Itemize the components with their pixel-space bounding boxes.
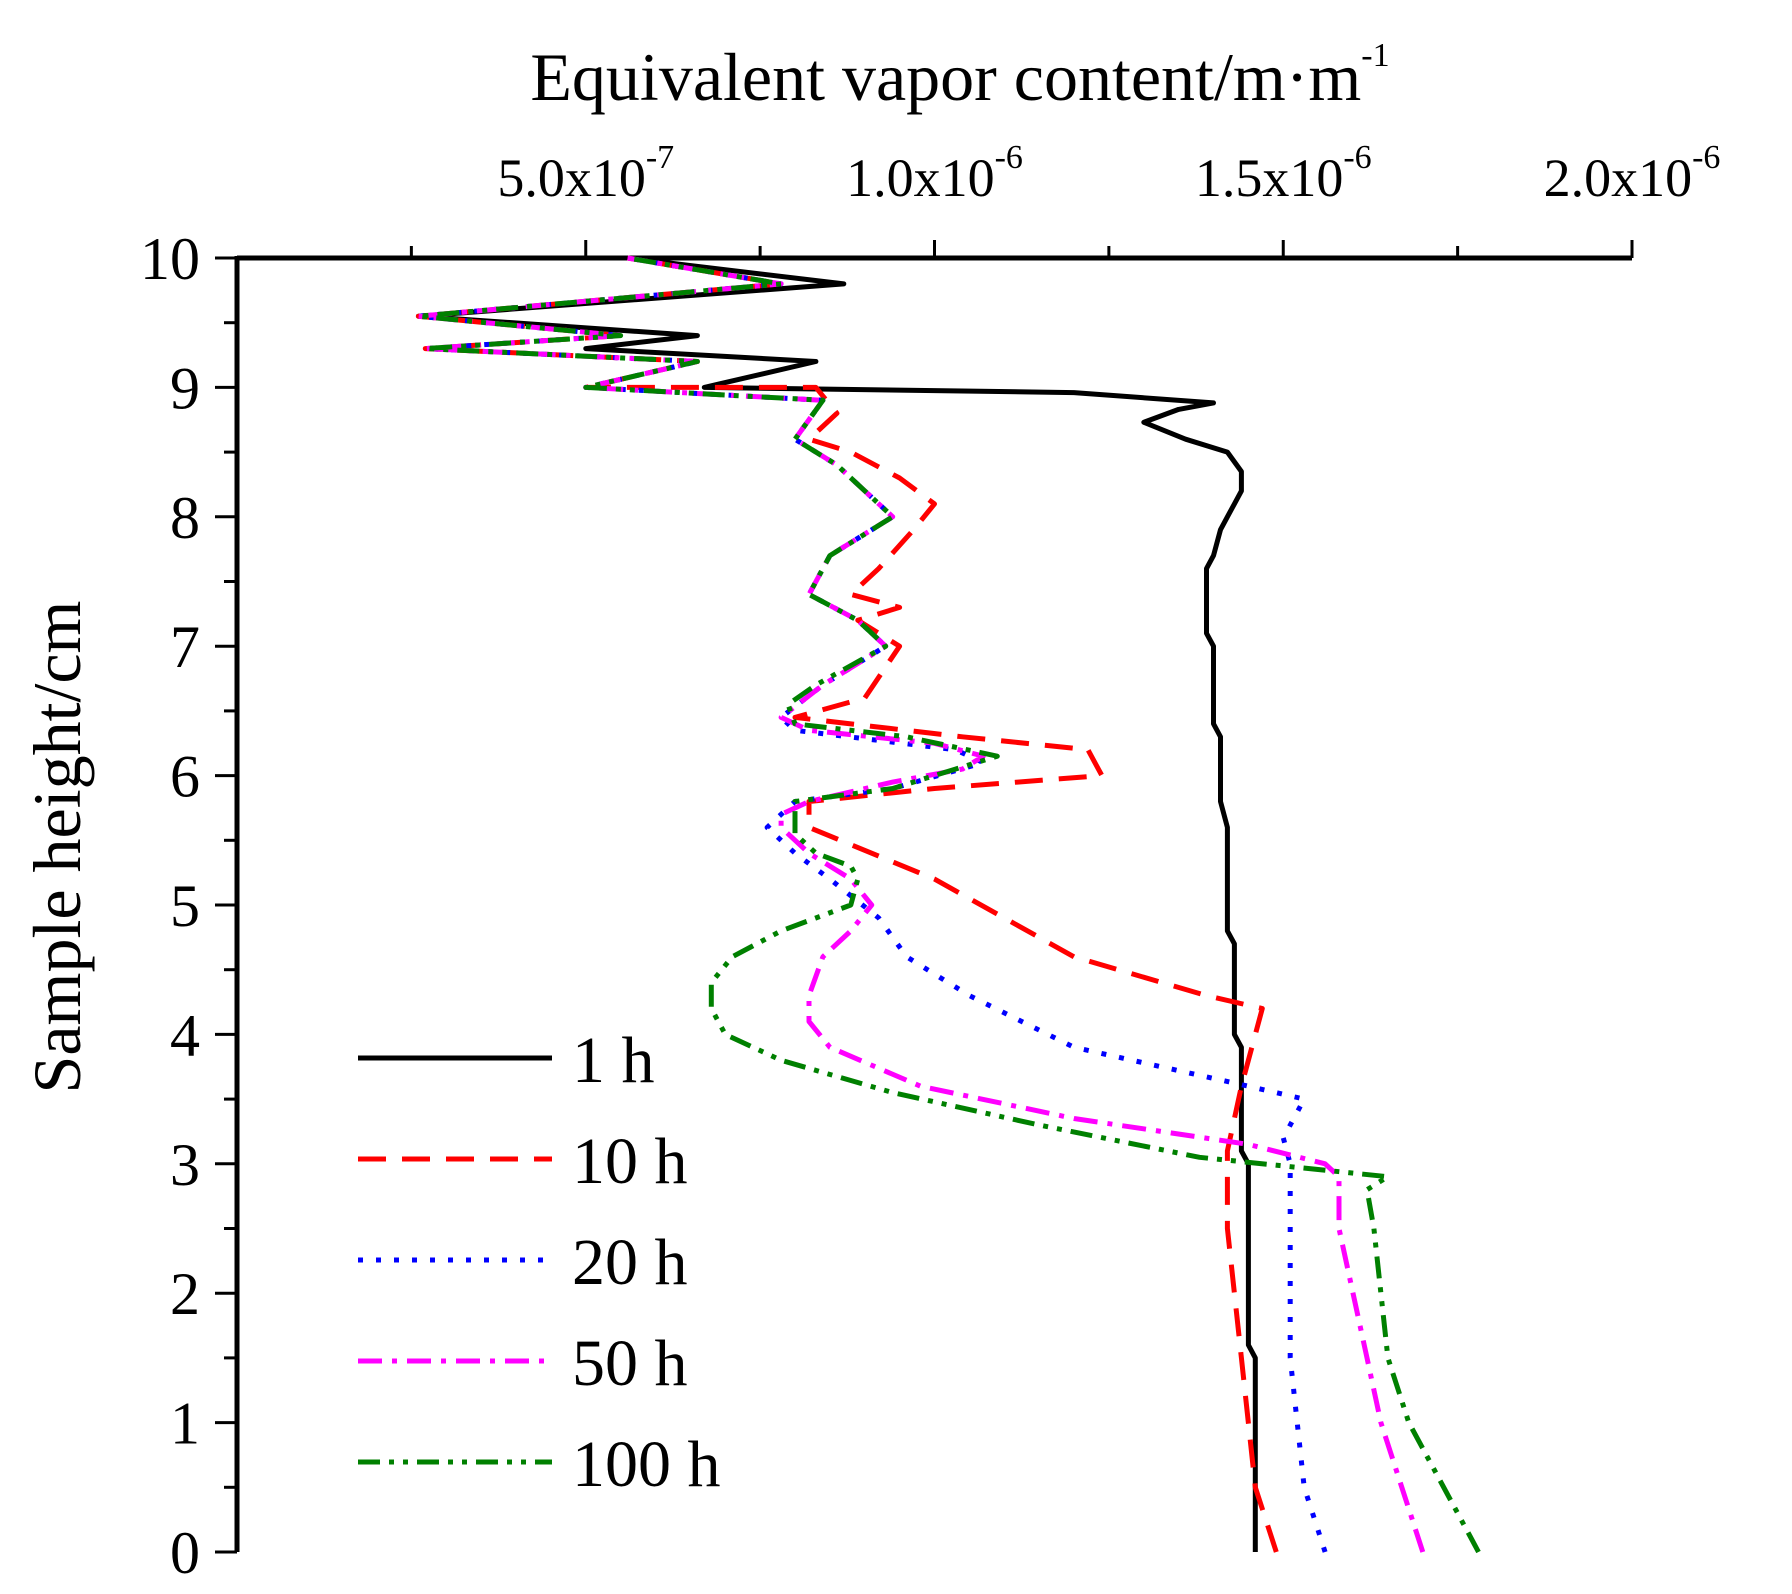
x-tick-exponent: -6 <box>1343 139 1371 176</box>
y-tick-label: 8 <box>170 485 200 551</box>
y-tick-label: 6 <box>170 744 200 810</box>
y-tick-label: 4 <box>170 1002 200 1068</box>
y-tick-label: 7 <box>170 614 200 680</box>
x-tick-mantissa: 1.0x10 <box>846 148 995 208</box>
series-lines <box>415 255 1481 1554</box>
legend: 1 h 10 h 20 h 50 h 100 h <box>358 1024 721 1501</box>
axes <box>215 240 1634 1554</box>
x-tick-labels: 5.0x10-7 1.0x10-6 1.5x10-6 2.0x10-6 <box>497 139 1720 208</box>
legend-label: 20 h <box>572 1226 688 1299</box>
y-tick-label: 1 <box>170 1391 200 1457</box>
x-tick-mantissa: 5.0x10 <box>497 148 646 208</box>
x-tick-label: 1.0x10-6 <box>846 139 1023 208</box>
series-line-100h <box>415 255 1481 1554</box>
legend-label: 10 h <box>572 1125 688 1198</box>
series-line-1h <box>415 255 1258 1552</box>
x-tick-label: 1.5x10-6 <box>1195 139 1372 208</box>
y-axis-title: Sample height/cm <box>19 601 95 1094</box>
x-tick-exponent: -6 <box>995 139 1023 176</box>
y-tick-label: 2 <box>170 1261 200 1327</box>
y-tick-labels: 0 1 2 3 4 5 6 7 8 9 10 <box>140 226 200 1586</box>
y-tick-label: 9 <box>170 355 200 421</box>
series-line-50h <box>415 255 1426 1553</box>
x-tick-exponent: -6 <box>1692 139 1720 176</box>
x-tick-label: 2.0x10-6 <box>1544 139 1721 208</box>
y-tick-label: 0 <box>170 1520 200 1586</box>
x-axis-title: Equivalent vapor content/m·m-1 <box>530 37 1389 115</box>
x-tick-exponent: -7 <box>646 139 674 176</box>
x-tick-label: 5.0x10-7 <box>497 139 674 208</box>
legend-label: 1 h <box>572 1024 655 1097</box>
legend-label: 100 h <box>572 1428 721 1501</box>
x-tick-mantissa: 2.0x10 <box>1544 148 1693 208</box>
legend-label: 50 h <box>572 1327 688 1400</box>
y-tick-label: 5 <box>170 873 200 939</box>
series-line-10h <box>415 255 1279 1553</box>
x-axis-title-text: Equivalent vapor content/m·m <box>530 39 1361 115</box>
y-tick-label: 3 <box>170 1132 200 1198</box>
y-tick-label: 10 <box>140 226 200 292</box>
x-tick-mantissa: 1.5x10 <box>1195 148 1344 208</box>
x-axis-title-exponent: -1 <box>1361 37 1389 74</box>
